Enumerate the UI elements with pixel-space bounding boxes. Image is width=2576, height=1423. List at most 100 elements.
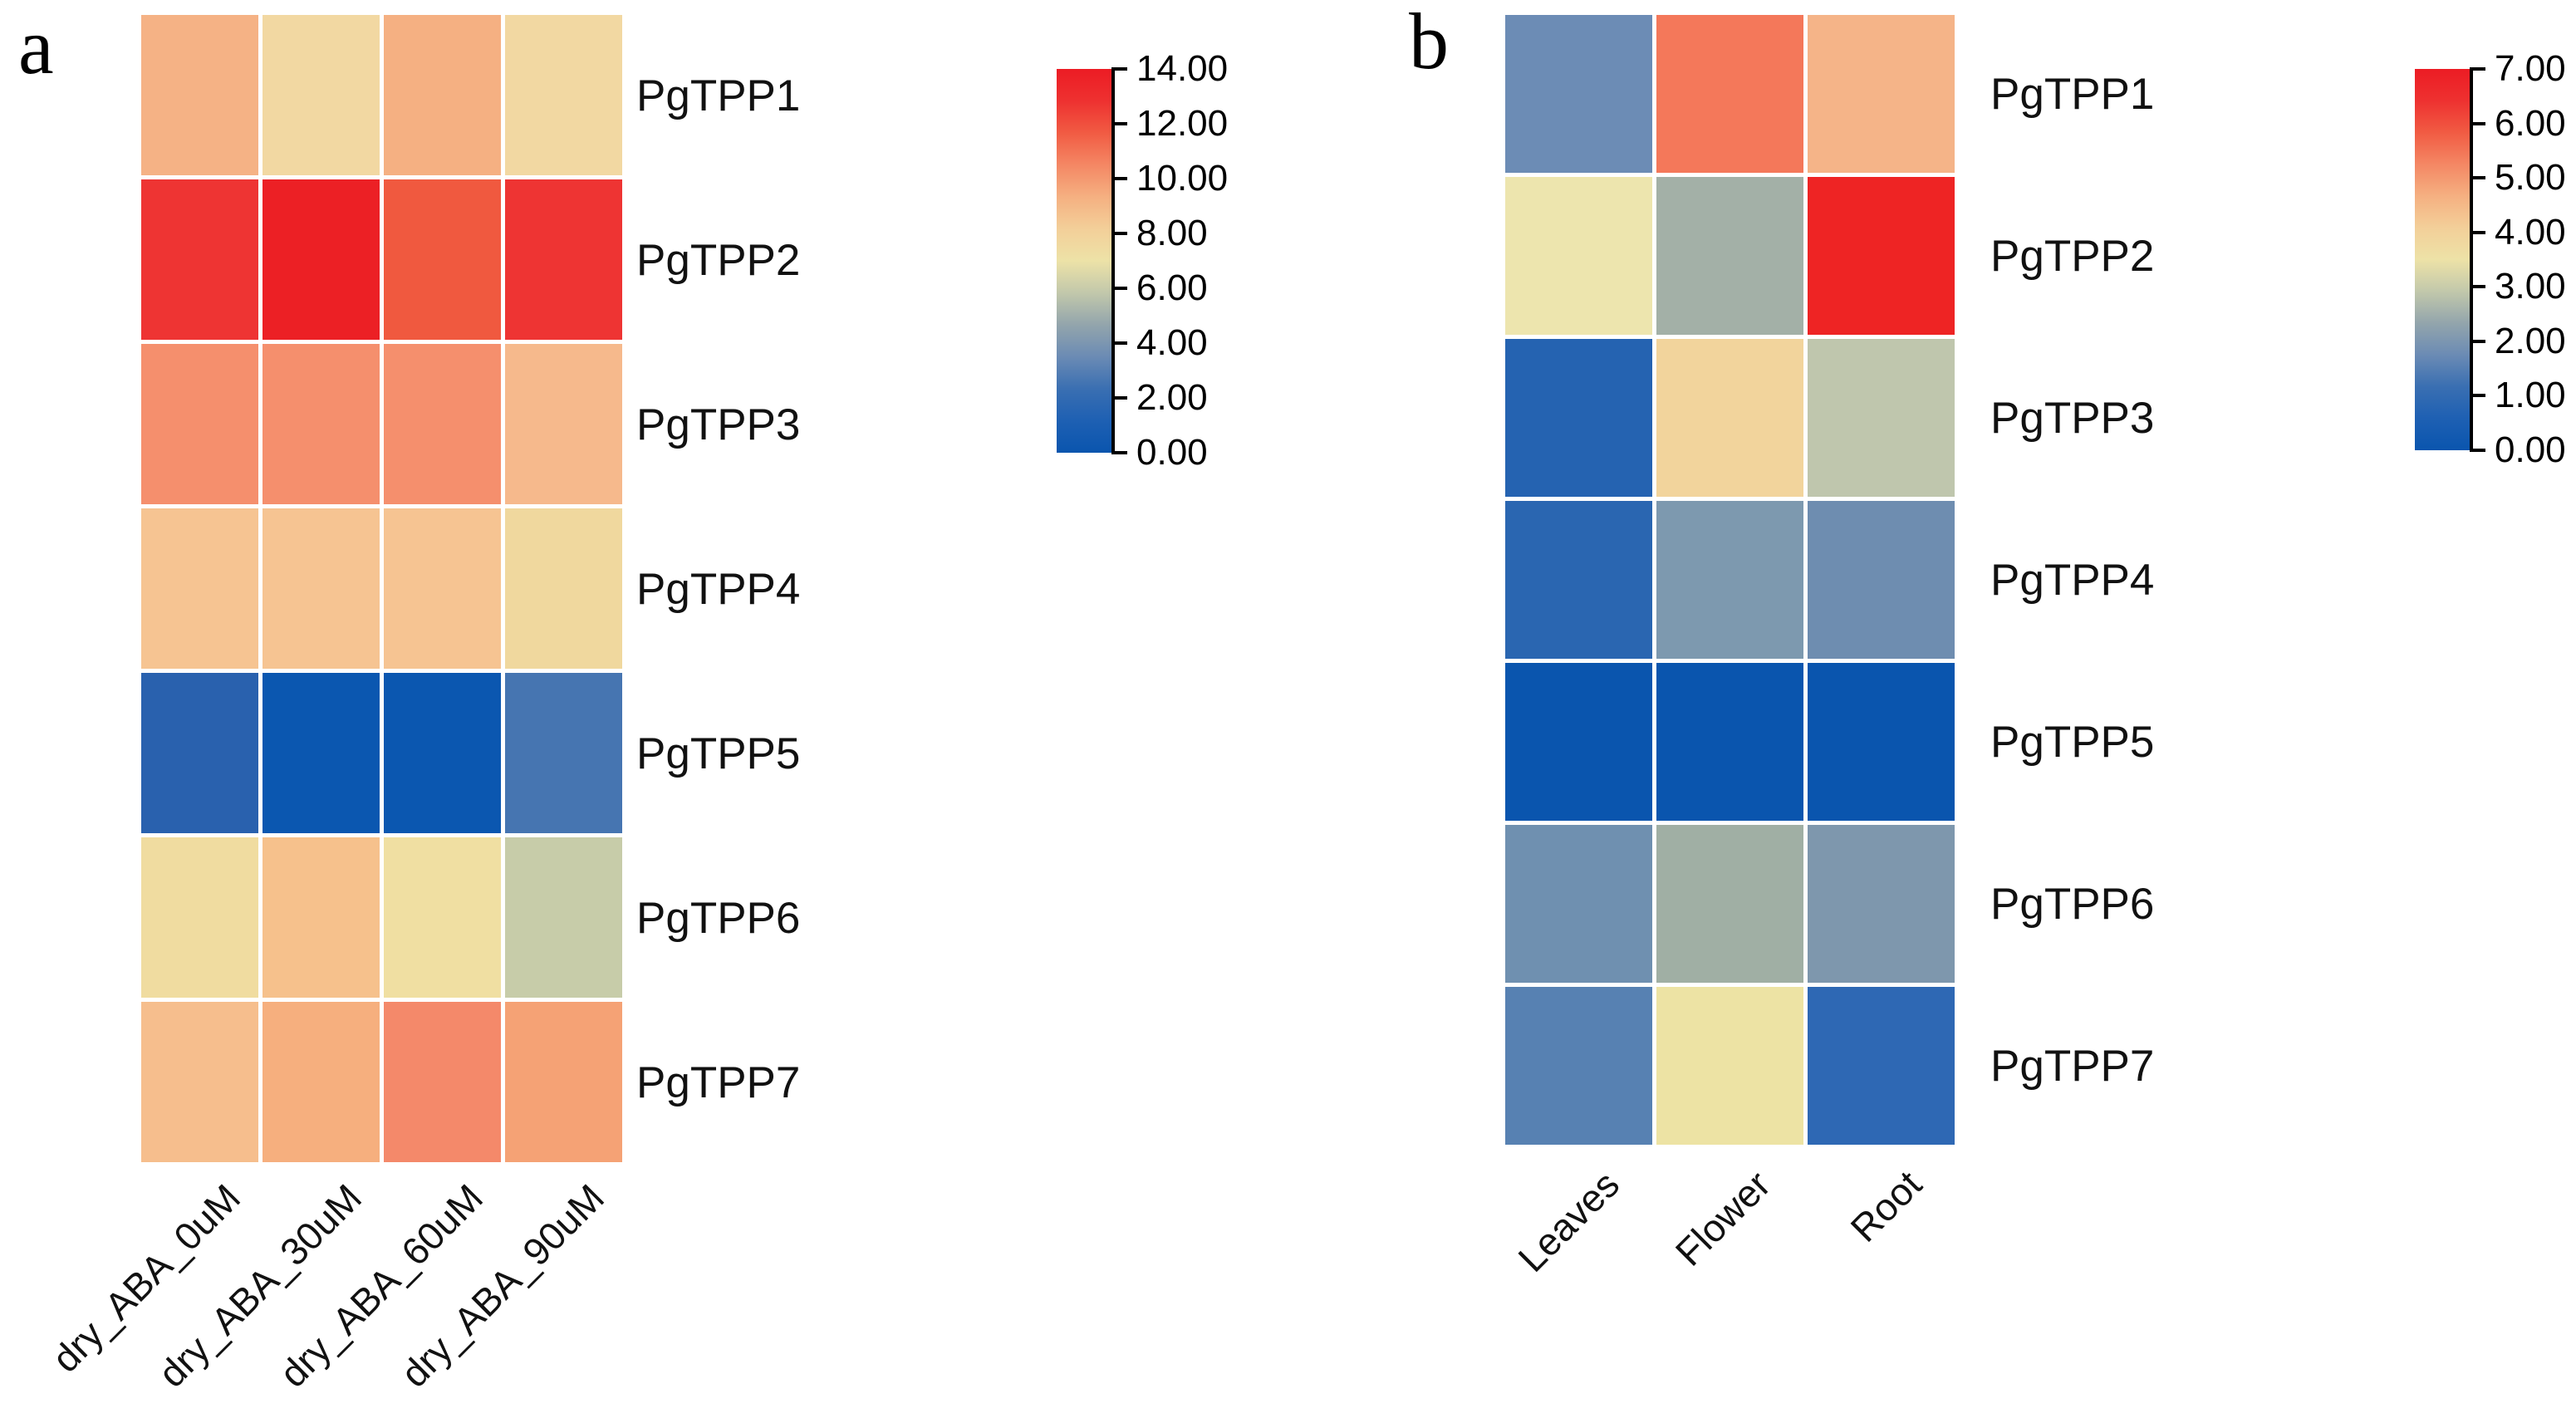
heatmap-cell-b-PgTPP4-Leaves: [1505, 501, 1652, 659]
colorbar-axis-line: [2470, 67, 2473, 452]
colorbar-tick: [2473, 121, 2485, 125]
heatmap-cell-a-PgTPP3-dry_ABA_0uM: [141, 344, 258, 504]
colorbar-tick: [1115, 232, 1127, 235]
colorbar-tick-label: 12.00: [1136, 103, 1229, 144]
heatmap-cell-a-PgTPP5-dry_ABA_30uM: [263, 673, 380, 833]
heatmap-cell-a-PgTPP1-dry_ABA_0uM: [141, 15, 258, 175]
colorbar-tick-label: 4.00: [2495, 211, 2566, 253]
heatmap-cell-a-PgTPP6-dry_ABA_60uM: [384, 837, 501, 998]
heatmap-cell-b-PgTPP2-Root: [1808, 177, 1955, 335]
colorbar-tick-label: 8.00: [1136, 213, 1208, 253]
heatmap-cell-a-PgTPP7-dry_ABA_0uM: [141, 1002, 258, 1162]
heatmap-cell-a-PgTPP2-dry_ABA_90uM: [505, 179, 622, 340]
heatmap-cell-a-PgTPP7-dry_ABA_30uM: [263, 1002, 380, 1162]
heatmap-cell-b-PgTPP3-Flower: [1656, 339, 1803, 497]
colorbar-tick: [2473, 67, 2485, 71]
colorbar-a: 14.00 12.00 10.00 8.00 6.00 4.00 2.00 0.00: [1057, 48, 1228, 473]
colorbar-tick: [1115, 122, 1127, 125]
colorbar-tick-label: 0.00: [1136, 432, 1208, 473]
colorbar-tick: [1115, 177, 1127, 180]
row-label-PgTPP4: PgTPP4: [1990, 556, 2155, 605]
row-label-PgTPP6: PgTPP6: [1990, 880, 2155, 929]
colorbar-tick: [1115, 341, 1127, 345]
heatmap-cell-b-PgTPP5-Flower: [1656, 663, 1803, 821]
heatmap-cell-a-PgTPP2-dry_ABA_30uM: [263, 179, 380, 340]
colorbar-tick: [2473, 230, 2485, 234]
colorbar-tick-label: 2.00: [2495, 320, 2566, 361]
colorbar-tick-label: 7.00: [2495, 48, 2566, 89]
colorbar-tick: [2473, 339, 2485, 343]
colorbar-tick-label: 14.00: [1136, 48, 1229, 89]
heatmap-cell-b-PgTPP1-Root: [1808, 15, 1955, 173]
row-label-PgTPP3: PgTPP3: [1990, 394, 2155, 443]
heatmap-cell-a-PgTPP3-dry_ABA_90uM: [505, 344, 622, 504]
colorbar-tick: [2473, 394, 2485, 398]
heatmap-cell-a-PgTPP5-dry_ABA_90uM: [505, 673, 622, 833]
heatmap-cell-b-PgTPP7-Root: [1808, 987, 1955, 1145]
heatmap-cell-b-PgTPP5-Root: [1808, 663, 1955, 821]
heatmap-cell-a-PgTPP4-dry_ABA_60uM: [384, 508, 501, 669]
row-label-PgTPP2: PgTPP2: [636, 235, 801, 285]
colorbar-tick: [1115, 451, 1127, 454]
row-label-PgTPP7: PgTPP7: [636, 1057, 801, 1107]
panel-letter-a: a: [18, 2, 54, 91]
row-label-PgTPP6: PgTPP6: [636, 893, 801, 943]
colorbar-tick-label: 0.00: [2495, 429, 2566, 470]
row-label-PgTPP5: PgTPP5: [636, 729, 801, 778]
x-axis-label-Root: Root: [1842, 1162, 1930, 1250]
colorbar-gradient: [2415, 69, 2471, 450]
row-label-PgTPP7: PgTPP7: [1990, 1042, 2155, 1091]
heatmap-cell-a-PgTPP6-dry_ABA_90uM: [505, 837, 622, 998]
colorbar-tick: [1115, 287, 1127, 290]
heatmap-cell-a-PgTPP1-dry_ABA_30uM: [263, 15, 380, 175]
colorbar-tick-label: 4.00: [1136, 322, 1208, 363]
heatmap-cell-a-PgTPP5-dry_ABA_60uM: [384, 673, 501, 833]
heatmap-cell-b-PgTPP4-Flower: [1656, 501, 1803, 659]
heatmap-cell-a-PgTPP6-dry_ABA_0uM: [141, 837, 258, 998]
colorbar-tick-label: 3.00: [2495, 266, 2566, 307]
heatmap-cell-a-PgTPP1-dry_ABA_60uM: [384, 15, 501, 175]
heatmap-cell-b-PgTPP3-Root: [1808, 339, 1955, 497]
row-label-PgTPP5: PgTPP5: [1990, 718, 2155, 767]
heatmap-cell-b-PgTPP2-Flower: [1656, 177, 1803, 335]
colorbar-tick-label: 6.00: [1136, 267, 1208, 308]
heatmap-cell-a-PgTPP2-dry_ABA_0uM: [141, 179, 258, 340]
row-label-PgTPP2: PgTPP2: [1990, 232, 2155, 281]
colorbar-tick-label: 10.00: [1136, 158, 1229, 199]
heatmap-cell-b-PgTPP7-Leaves: [1505, 987, 1652, 1145]
heatmap-grid-b: [1505, 15, 1955, 1145]
colorbar-tick-label: 1.00: [2495, 375, 2566, 416]
heatmap-cell-b-PgTPP5-Leaves: [1505, 663, 1652, 821]
heatmap-cell-a-PgTPP1-dry_ABA_90uM: [505, 15, 622, 175]
heatmap-cell-a-PgTPP4-dry_ABA_90uM: [505, 508, 622, 669]
heatmap-cell-b-PgTPP7-Flower: [1656, 987, 1803, 1145]
colorbar-tick: [2473, 285, 2485, 289]
colorbar-tick-label: 6.00: [2495, 102, 2566, 144]
heatmap-cell-b-PgTPP4-Root: [1808, 501, 1955, 659]
heatmap-cell-a-PgTPP3-dry_ABA_60uM: [384, 344, 501, 504]
row-label-PgTPP3: PgTPP3: [636, 400, 801, 449]
panel-letter-b: b: [1409, 0, 1449, 86]
colorbar-tick: [2473, 449, 2485, 452]
heatmap-cell-a-PgTPP4-dry_ABA_30uM: [263, 508, 380, 669]
colorbar-tick-label: 5.00: [2495, 157, 2566, 199]
colorbar-tick-label: 2.00: [1136, 377, 1208, 418]
colorbar-b: 7.00 6.00 5.00 4.00 3.00 2.00 1.00 0.00: [2415, 48, 2566, 470]
heatmap-grid-a: [141, 15, 622, 1162]
heatmap-cell-b-PgTPP3-Leaves: [1505, 339, 1652, 497]
heatmap-cell-b-PgTPP2-Leaves: [1505, 177, 1652, 335]
x-axis-label-Leaves: Leaves: [1509, 1162, 1627, 1280]
heatmap-cell-a-PgTPP3-dry_ABA_30uM: [263, 344, 380, 504]
colorbar-tick: [1115, 396, 1127, 400]
heatmap-cell-b-PgTPP1-Flower: [1656, 15, 1803, 173]
colorbar-axis-line: [1111, 67, 1115, 454]
colorbar-tick: [2473, 176, 2485, 180]
row-label-PgTPP1: PgTPP1: [636, 71, 801, 120]
colorbar-tick: [1115, 67, 1127, 71]
heatmap-cell-a-PgTPP7-dry_ABA_60uM: [384, 1002, 501, 1162]
heatmap-cell-b-PgTPP6-Flower: [1656, 825, 1803, 983]
heatmap-cell-a-PgTPP7-dry_ABA_90uM: [505, 1002, 622, 1162]
row-label-PgTPP1: PgTPP1: [1990, 70, 2155, 119]
heatmap-cell-a-PgTPP4-dry_ABA_0uM: [141, 508, 258, 669]
colorbar-gradient: [1057, 69, 1113, 453]
